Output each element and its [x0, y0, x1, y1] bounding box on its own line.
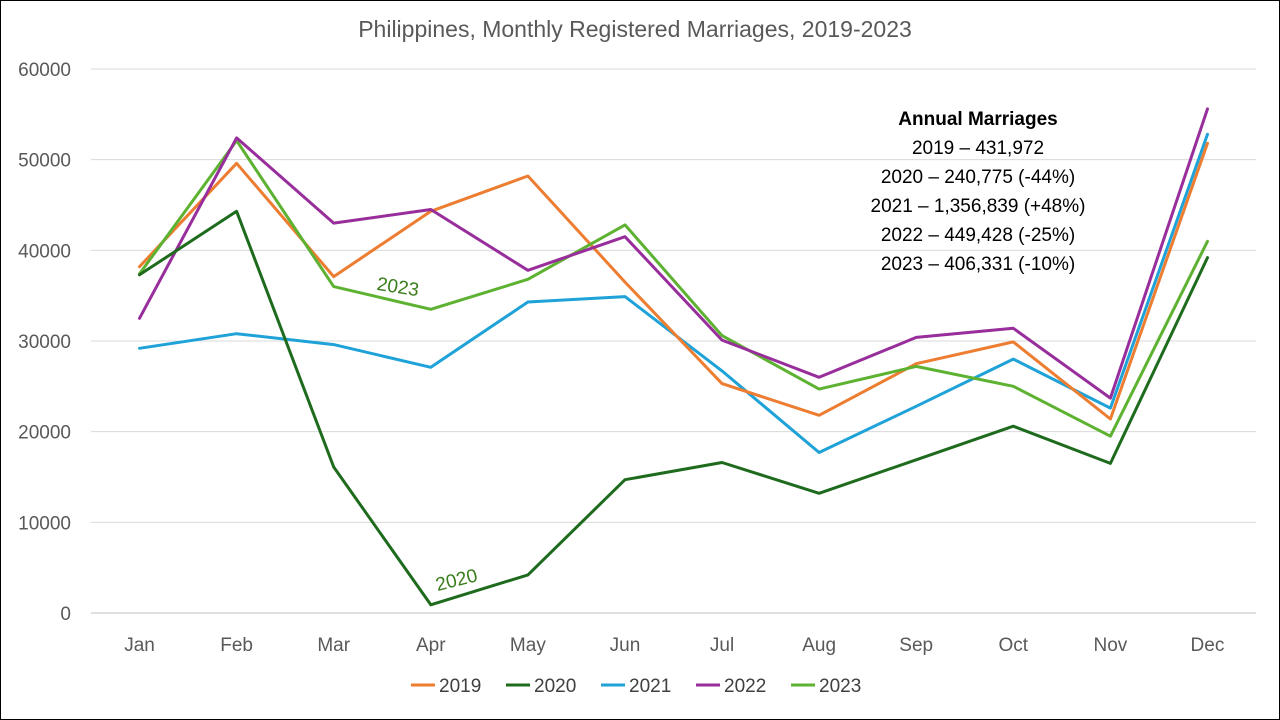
y-tick-label: 60000 — [18, 60, 71, 81]
annotation-line-2022: 2022 – 449,428 (-25%) — [881, 225, 1075, 246]
x-tick-label: Oct — [999, 635, 1029, 656]
x-tick-label: Aug — [802, 635, 836, 656]
y-tick-label: 50000 — [18, 151, 71, 172]
series-line-2019 — [138, 141, 1209, 421]
series-line-2022 — [138, 107, 1209, 400]
annotation-line-2023: 2023 – 406,331 (-10%) — [881, 254, 1075, 275]
legend-item-2019: 2019 — [411, 676, 481, 697]
x-tick-label: Sep — [899, 635, 933, 656]
series-line-2020 — [138, 209, 1209, 607]
series-lines — [138, 107, 1209, 607]
legend-label: 2021 — [629, 676, 671, 697]
series-line-2023 — [138, 139, 1209, 438]
annotation-heading: Annual Marriages — [898, 109, 1057, 130]
legend-item-2022: 2022 — [696, 676, 766, 697]
x-tick-label: Jul — [710, 635, 734, 656]
y-axis-ticks: 0 10000 20000 30000 40000 50000 60000 — [18, 60, 71, 625]
x-tick-label: May — [510, 635, 546, 656]
y-tick-label: 0 — [60, 604, 71, 625]
annual-marriages-annotation: Annual Marriages 2019 – 431,972 2020 – 2… — [871, 109, 1086, 275]
x-tick-label: Nov — [1093, 635, 1127, 656]
gridlines — [91, 68, 1256, 614]
x-tick-label: Dec — [1191, 635, 1225, 656]
legend-item-2023: 2023 — [791, 676, 861, 697]
x-axis-ticks: Jan Feb Mar Apr May Jun Jul Aug Sep Oct Nov Dec — [124, 635, 1224, 656]
x-tick-label: Jun — [610, 635, 641, 656]
y-tick-label: 30000 — [18, 332, 71, 353]
chart-title: Philippines, Monthly Registered Marriage… — [358, 16, 912, 42]
x-tick-label: Mar — [317, 635, 350, 656]
y-tick-label: 10000 — [18, 513, 71, 534]
legend-label: 2019 — [439, 676, 481, 697]
legend-label: 2020 — [534, 676, 576, 697]
legend: 2019 2020 2021 2022 2023 — [411, 676, 861, 697]
legend-item-2020: 2020 — [506, 676, 576, 697]
legend-label: 2023 — [819, 676, 861, 697]
legend-item-2021: 2021 — [601, 676, 671, 697]
y-tick-label: 40000 — [18, 241, 71, 262]
x-tick-label: Jan — [124, 635, 155, 656]
annotation-line-2020: 2020 – 240,775 (-44%) — [881, 167, 1075, 188]
y-tick-label: 20000 — [18, 423, 71, 444]
annotation-line-2021: 2021 – 1,356,839 (+48%) — [871, 196, 1086, 217]
legend-label: 2022 — [724, 676, 766, 697]
annotation-line-2019: 2019 – 431,972 — [912, 138, 1044, 159]
x-tick-label: Feb — [220, 635, 253, 656]
x-tick-label: Apr — [416, 635, 446, 656]
